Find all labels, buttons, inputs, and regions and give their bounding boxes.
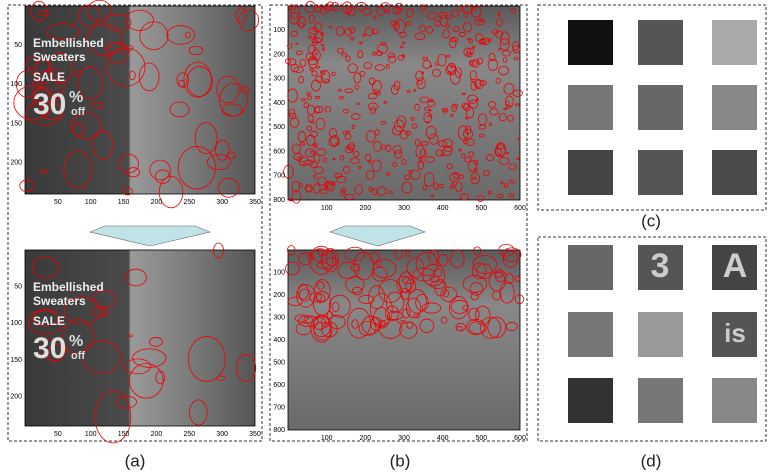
y-tick-label: 150 — [10, 120, 22, 127]
y-tick-label: 100 — [10, 320, 22, 327]
y-tick-label: 50 — [14, 284, 22, 291]
y-tick-label: 200 — [273, 51, 285, 58]
x-tick-label: 50 — [54, 199, 62, 206]
x-tick-label: 350 — [249, 431, 261, 438]
y-tick-label: 800 — [273, 427, 285, 434]
x-tick-label: 200 — [151, 431, 163, 438]
y-tick-label: 500 — [273, 124, 285, 131]
patch — [712, 150, 757, 195]
image-text: 30 — [33, 88, 66, 121]
y-tick-label: 100 — [273, 269, 285, 276]
patch-text: A — [723, 247, 748, 285]
x-tick-label: 500 — [475, 435, 487, 442]
arrow — [330, 226, 425, 246]
y-tick-label: 150 — [10, 357, 22, 364]
caption: (a) — [125, 451, 146, 470]
arrow — [90, 226, 210, 246]
y-tick-label: 500 — [273, 359, 285, 366]
x-tick-label: 400 — [437, 205, 449, 212]
patch — [638, 312, 683, 357]
y-tick-label: 600 — [273, 148, 285, 155]
patch — [638, 85, 683, 130]
caption: (c) — [641, 211, 661, 230]
image-text: SALE — [33, 314, 65, 328]
x-tick-label: 500 — [475, 205, 487, 212]
x-tick-label: 200 — [151, 199, 163, 206]
patch — [568, 245, 613, 290]
y-tick-label: 800 — [273, 197, 285, 204]
x-tick-label: 150 — [118, 431, 130, 438]
patch — [568, 378, 613, 423]
x-tick-label: 300 — [216, 431, 228, 438]
x-tick-label: 200 — [359, 435, 371, 442]
image-text: % — [69, 333, 83, 350]
image-text: Sweaters — [33, 50, 86, 64]
x-tick-label: 350 — [249, 199, 261, 206]
patch — [568, 85, 613, 130]
y-tick-label: 300 — [273, 76, 285, 83]
y-tick-label: 200 — [10, 160, 22, 167]
patch — [712, 85, 757, 130]
x-tick-label: 100 — [85, 431, 97, 438]
x-tick-label: 150 — [118, 199, 130, 206]
patch — [712, 378, 757, 423]
y-tick-label: 100 — [10, 81, 22, 88]
y-tick-label: 400 — [273, 337, 285, 344]
image-text: off — [71, 350, 85, 362]
caption: (b) — [390, 451, 411, 470]
patch-text: is — [724, 318, 746, 348]
x-tick-label: 400 — [437, 435, 449, 442]
image-text: Embellished — [33, 36, 104, 50]
patch — [638, 150, 683, 195]
patch — [568, 20, 613, 65]
x-tick-label: 300 — [216, 199, 228, 206]
y-tick-label: 100 — [273, 27, 285, 34]
x-tick-label: 250 — [183, 199, 195, 206]
caption: (d) — [641, 451, 662, 470]
image-text: Sweaters — [33, 294, 86, 308]
x-tick-label: 200 — [359, 205, 371, 212]
patch — [568, 150, 613, 195]
patch-text: 3 — [651, 247, 670, 285]
y-tick-label: 700 — [273, 404, 285, 411]
image-text: off — [71, 106, 85, 118]
y-tick-label: 200 — [273, 292, 285, 299]
x-tick-label: 600 — [514, 205, 526, 212]
x-tick-label: 100 — [321, 205, 333, 212]
y-tick-label: 400 — [273, 100, 285, 107]
patch — [638, 20, 683, 65]
figure: EmbellishedSweatersSALE30%off50100150200… — [0, 0, 769, 476]
x-tick-label: 50 — [54, 431, 62, 438]
patch — [568, 312, 613, 357]
x-tick-label: 300 — [398, 205, 410, 212]
y-tick-label: 300 — [273, 314, 285, 321]
x-tick-label: 300 — [398, 435, 410, 442]
y-tick-label: 600 — [273, 382, 285, 389]
y-tick-label: 50 — [14, 42, 22, 49]
image-text: Embellished — [33, 280, 104, 294]
x-tick-label: 100 — [321, 435, 333, 442]
image-text: SALE — [33, 70, 65, 84]
x-tick-label: 100 — [85, 199, 97, 206]
x-tick-label: 250 — [183, 431, 195, 438]
image-text: % — [69, 89, 83, 106]
x-tick-label: 600 — [514, 435, 526, 442]
patch — [638, 378, 683, 423]
y-tick-label: 200 — [10, 394, 22, 401]
image-text: 30 — [33, 332, 66, 365]
patch — [712, 20, 757, 65]
y-tick-label: 700 — [273, 173, 285, 180]
